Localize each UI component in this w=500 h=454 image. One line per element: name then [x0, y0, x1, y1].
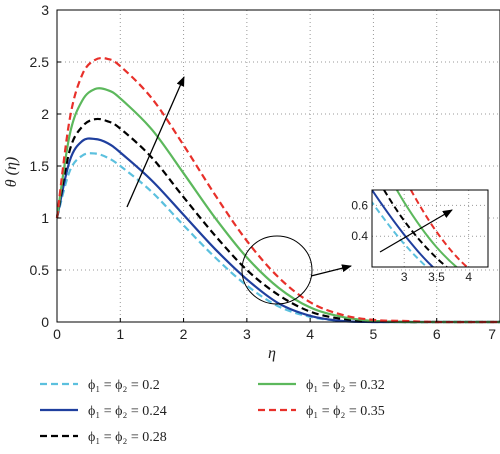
x-tick-label: 7 — [488, 326, 496, 342]
inset-x-tick-label: 3.5 — [428, 270, 445, 284]
zoom-arrow — [310, 264, 352, 277]
y-tick-label: 2.5 — [30, 54, 50, 70]
inset-frame — [371, 189, 489, 268]
legend-label-5: ϕ₁ = ϕ₂ = 0.35 — [306, 404, 385, 419]
legend: ϕ₁ = ϕ₂ = 0.2 ϕ₁ = ϕ₂ = 0.24 ϕ₁ = ϕ₂ = 0.2… — [40, 378, 385, 445]
plot-area — [57, 10, 500, 322]
x-tick-label: 0 — [53, 326, 61, 342]
y-tick-label: 3 — [41, 2, 49, 18]
y-tick-label: 0.5 — [30, 262, 50, 278]
inset-x-tick-label: 4 — [465, 270, 472, 284]
trend-arrow — [126, 76, 185, 208]
series-line-5 — [55, 56, 500, 324]
inset-chart: 3 3.5 4 0.4 0.6 — [351, 189, 489, 284]
y-tick-label: 0 — [41, 314, 49, 330]
x-tick-label: 6 — [433, 326, 441, 342]
legend-label-3: ϕ₁ = ϕ₂ = 0.28 — [88, 430, 167, 445]
zoom-circle — [241, 235, 313, 305]
x-axis-label: η — [268, 345, 276, 362]
gridlines — [57, 10, 500, 322]
y-tick-label: 1 — [41, 210, 49, 226]
x-tick-label: 2 — [180, 326, 188, 342]
tick-labels: 0 1 2 3 4 5 6 7 0 0.5 1 1.5 2 2.5 3 — [30, 2, 500, 342]
x-tick-label: 3 — [243, 326, 251, 342]
y-tick-label: 1.5 — [30, 158, 50, 174]
inset-background — [372, 190, 488, 267]
legend-label-1: ϕ₁ = ϕ₂ = 0.2 — [88, 378, 160, 393]
inset-trend-arrow — [379, 209, 453, 253]
y-axis-label: θ (η) — [3, 157, 20, 187]
inset-y-tick-label: 0.6 — [351, 198, 368, 212]
x-tick-label: 1 — [116, 326, 124, 342]
x-tick-label: 4 — [306, 326, 314, 342]
x-tick-label: 5 — [370, 326, 378, 342]
inset-y-tick-label: 0.4 — [351, 229, 368, 243]
legend-label-4: ϕ₁ = ϕ₂ = 0.32 — [306, 378, 385, 393]
legend-label-2: ϕ₁ = ϕ₂ = 0.24 — [88, 404, 167, 419]
inset-x-tick-label: 3 — [401, 270, 408, 284]
inset-tick-labels: 3 3.5 4 0.4 0.6 — [351, 198, 472, 284]
y-tick-label: 2 — [41, 106, 49, 122]
